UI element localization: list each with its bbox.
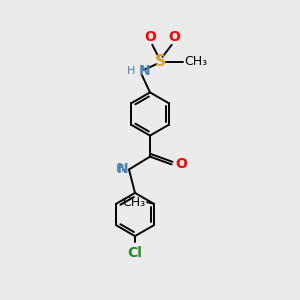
Text: H: H xyxy=(116,164,124,174)
Text: CH₃: CH₃ xyxy=(184,55,208,68)
Text: N: N xyxy=(139,64,151,78)
Text: CH₃: CH₃ xyxy=(122,196,145,209)
Text: O: O xyxy=(144,30,156,44)
Text: O: O xyxy=(175,158,187,171)
Text: N: N xyxy=(117,162,128,176)
Text: O: O xyxy=(168,30,180,44)
Text: H: H xyxy=(127,66,135,76)
Text: S: S xyxy=(155,54,166,69)
Text: Cl: Cl xyxy=(128,246,142,260)
